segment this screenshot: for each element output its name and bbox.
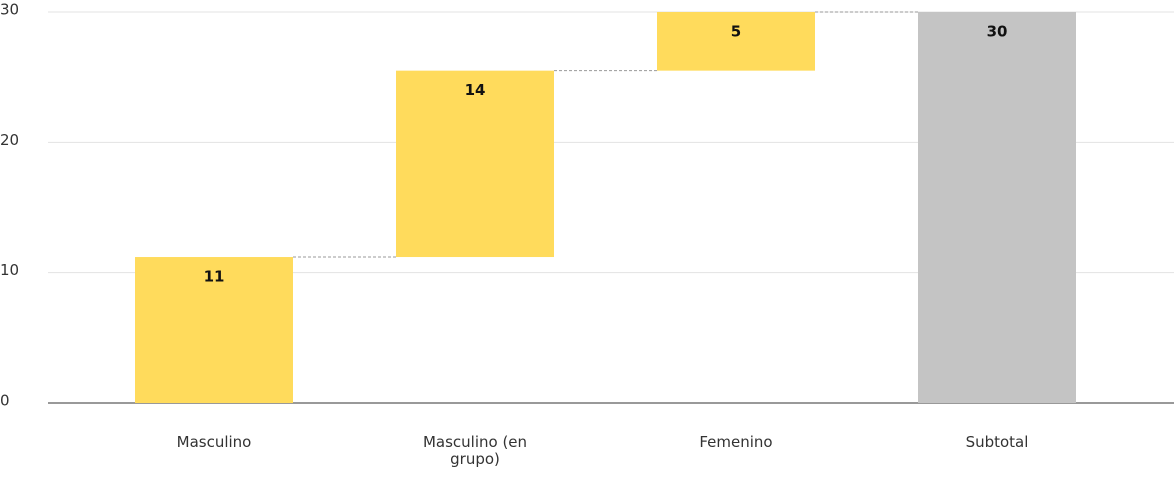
x-tick-label: Femenino — [699, 433, 773, 451]
value-label: 5 — [731, 23, 741, 41]
y-tick-label: 30 — [0, 1, 19, 19]
bar — [135, 257, 293, 403]
bar — [657, 12, 815, 71]
value-label: 30 — [987, 23, 1008, 41]
value-label: 14 — [465, 81, 486, 99]
y-tick-label: 20 — [0, 131, 19, 149]
y-tick-label: 10 — [0, 261, 19, 279]
x-tick-label: Masculino — [176, 433, 252, 451]
y-tick-label: 0 — [0, 392, 10, 410]
x-tick-label: Masculino (en grupo) — [422, 433, 528, 468]
bar — [396, 70, 554, 258]
value-label: 11 — [204, 268, 225, 286]
x-tick-label: Subtotal — [965, 433, 1029, 451]
bar — [918, 12, 1076, 403]
